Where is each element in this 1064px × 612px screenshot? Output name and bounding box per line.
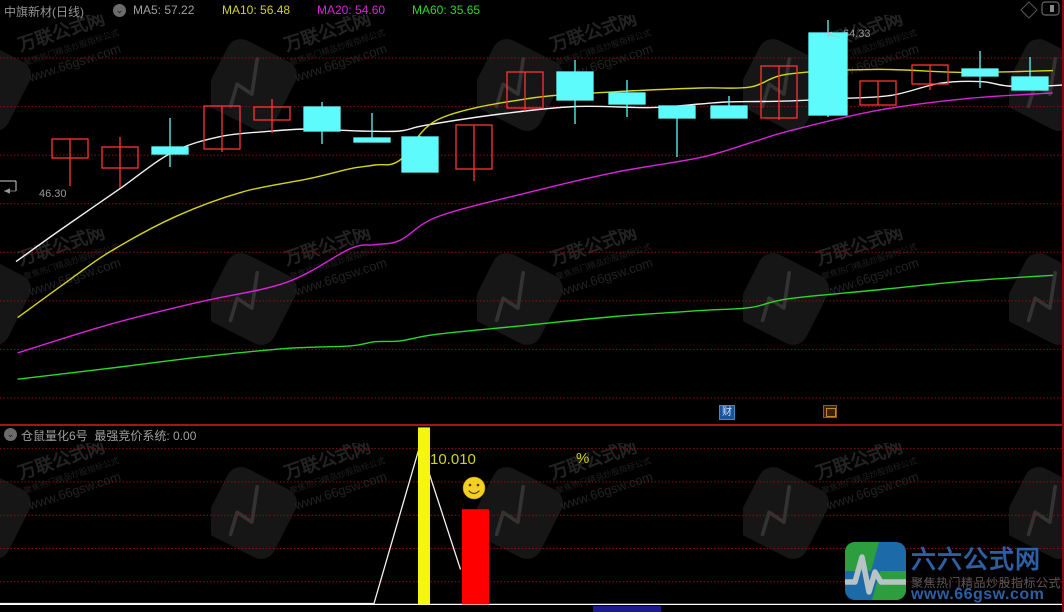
svg-text:%: % <box>576 450 589 467</box>
svg-text:10.010: 10.010 <box>430 451 476 468</box>
